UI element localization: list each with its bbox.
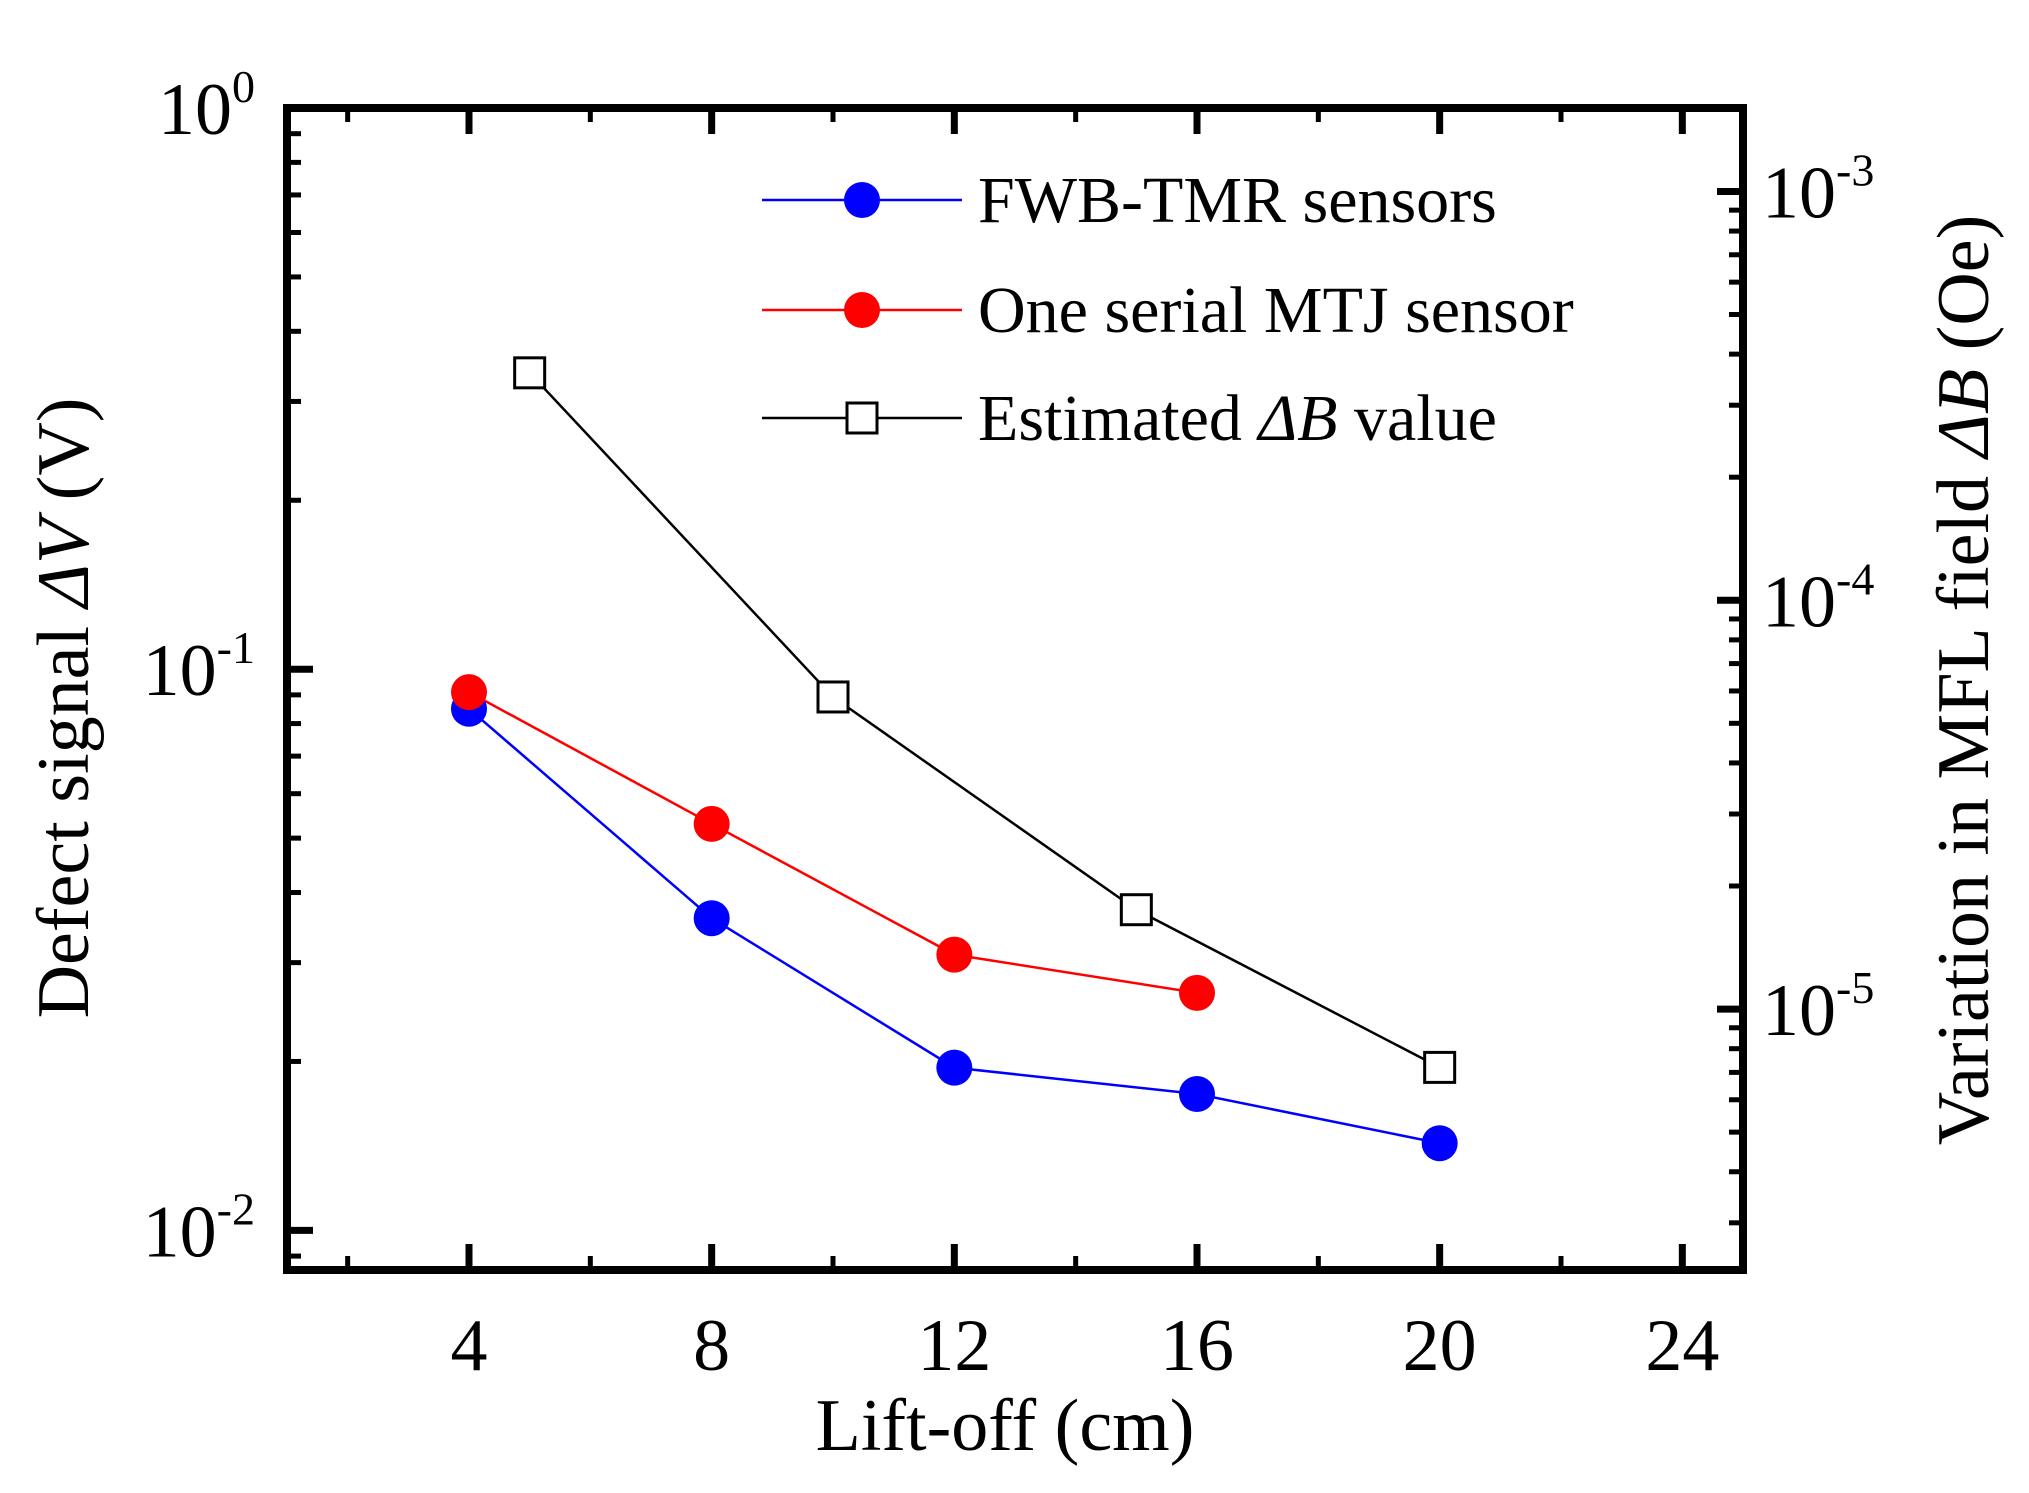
legend-marker-fwb: [844, 182, 880, 218]
series-lines: [468, 371, 1441, 1145]
data-point: [513, 356, 547, 390]
y-tick-label: 100: [158, 61, 255, 151]
legend-label-fwb: FWB-TMR sensors: [978, 164, 1497, 237]
legend-marker-mtj: [844, 292, 880, 328]
x-axis-title: Lift-off (cm): [816, 1385, 1195, 1467]
legend-label-estimated: Estimated ΔB value: [978, 382, 1497, 455]
series-line-2: [528, 371, 1441, 1069]
data-point: [1423, 1050, 1457, 1084]
y-tick-label: 10-1: [143, 622, 255, 712]
legend-label-mtj: One serial MTJ sensor: [978, 274, 1574, 347]
data-point: [936, 936, 973, 973]
x-tick-label: 8: [693, 1305, 730, 1387]
y-axis-title: Defect signal ΔV (V): [23, 398, 105, 1019]
x-tick-label: 20: [1403, 1305, 1477, 1387]
x-tick-label: 16: [1160, 1305, 1234, 1387]
data-point: [936, 1049, 973, 1086]
y2-tick-label: 10-3: [1762, 144, 1874, 234]
series-line-1: [468, 691, 1198, 995]
legend-marker-estimated: [845, 401, 879, 435]
data-point: [1119, 893, 1153, 927]
y-tick-label: 10-2: [143, 1183, 255, 1273]
y2-tick-label: 10-5: [1762, 962, 1874, 1052]
x-tick-label: 4: [451, 1305, 488, 1387]
y2-tick-label: 10-4: [1762, 553, 1874, 643]
tick-layer: [287, 104, 1743, 1270]
data-point: [451, 674, 487, 711]
data-point: [1179, 1075, 1215, 1112]
x-tick-label: 24: [1645, 1305, 1719, 1387]
y2-axis-title: Variation in MFL field ΔB (Oe): [1923, 215, 2005, 1146]
series-markers: [451, 356, 1458, 1162]
x-tick-label: 12: [917, 1305, 991, 1387]
data-point: [1421, 1125, 1458, 1162]
data-point: [1179, 974, 1215, 1011]
plot-area-border: [283, 104, 1747, 1274]
legend: FWB-TMR sensors One serial MTJ sensor Es…: [762, 164, 1574, 455]
data-point: [693, 805, 730, 842]
data-point: [693, 900, 730, 937]
plot-frame: [283, 104, 1747, 1274]
tick-labels: 4 8 12 16 20 24 100 10-1 10-2 10-3 10-4 10-5: [143, 61, 1875, 1387]
data-point: [816, 680, 850, 714]
